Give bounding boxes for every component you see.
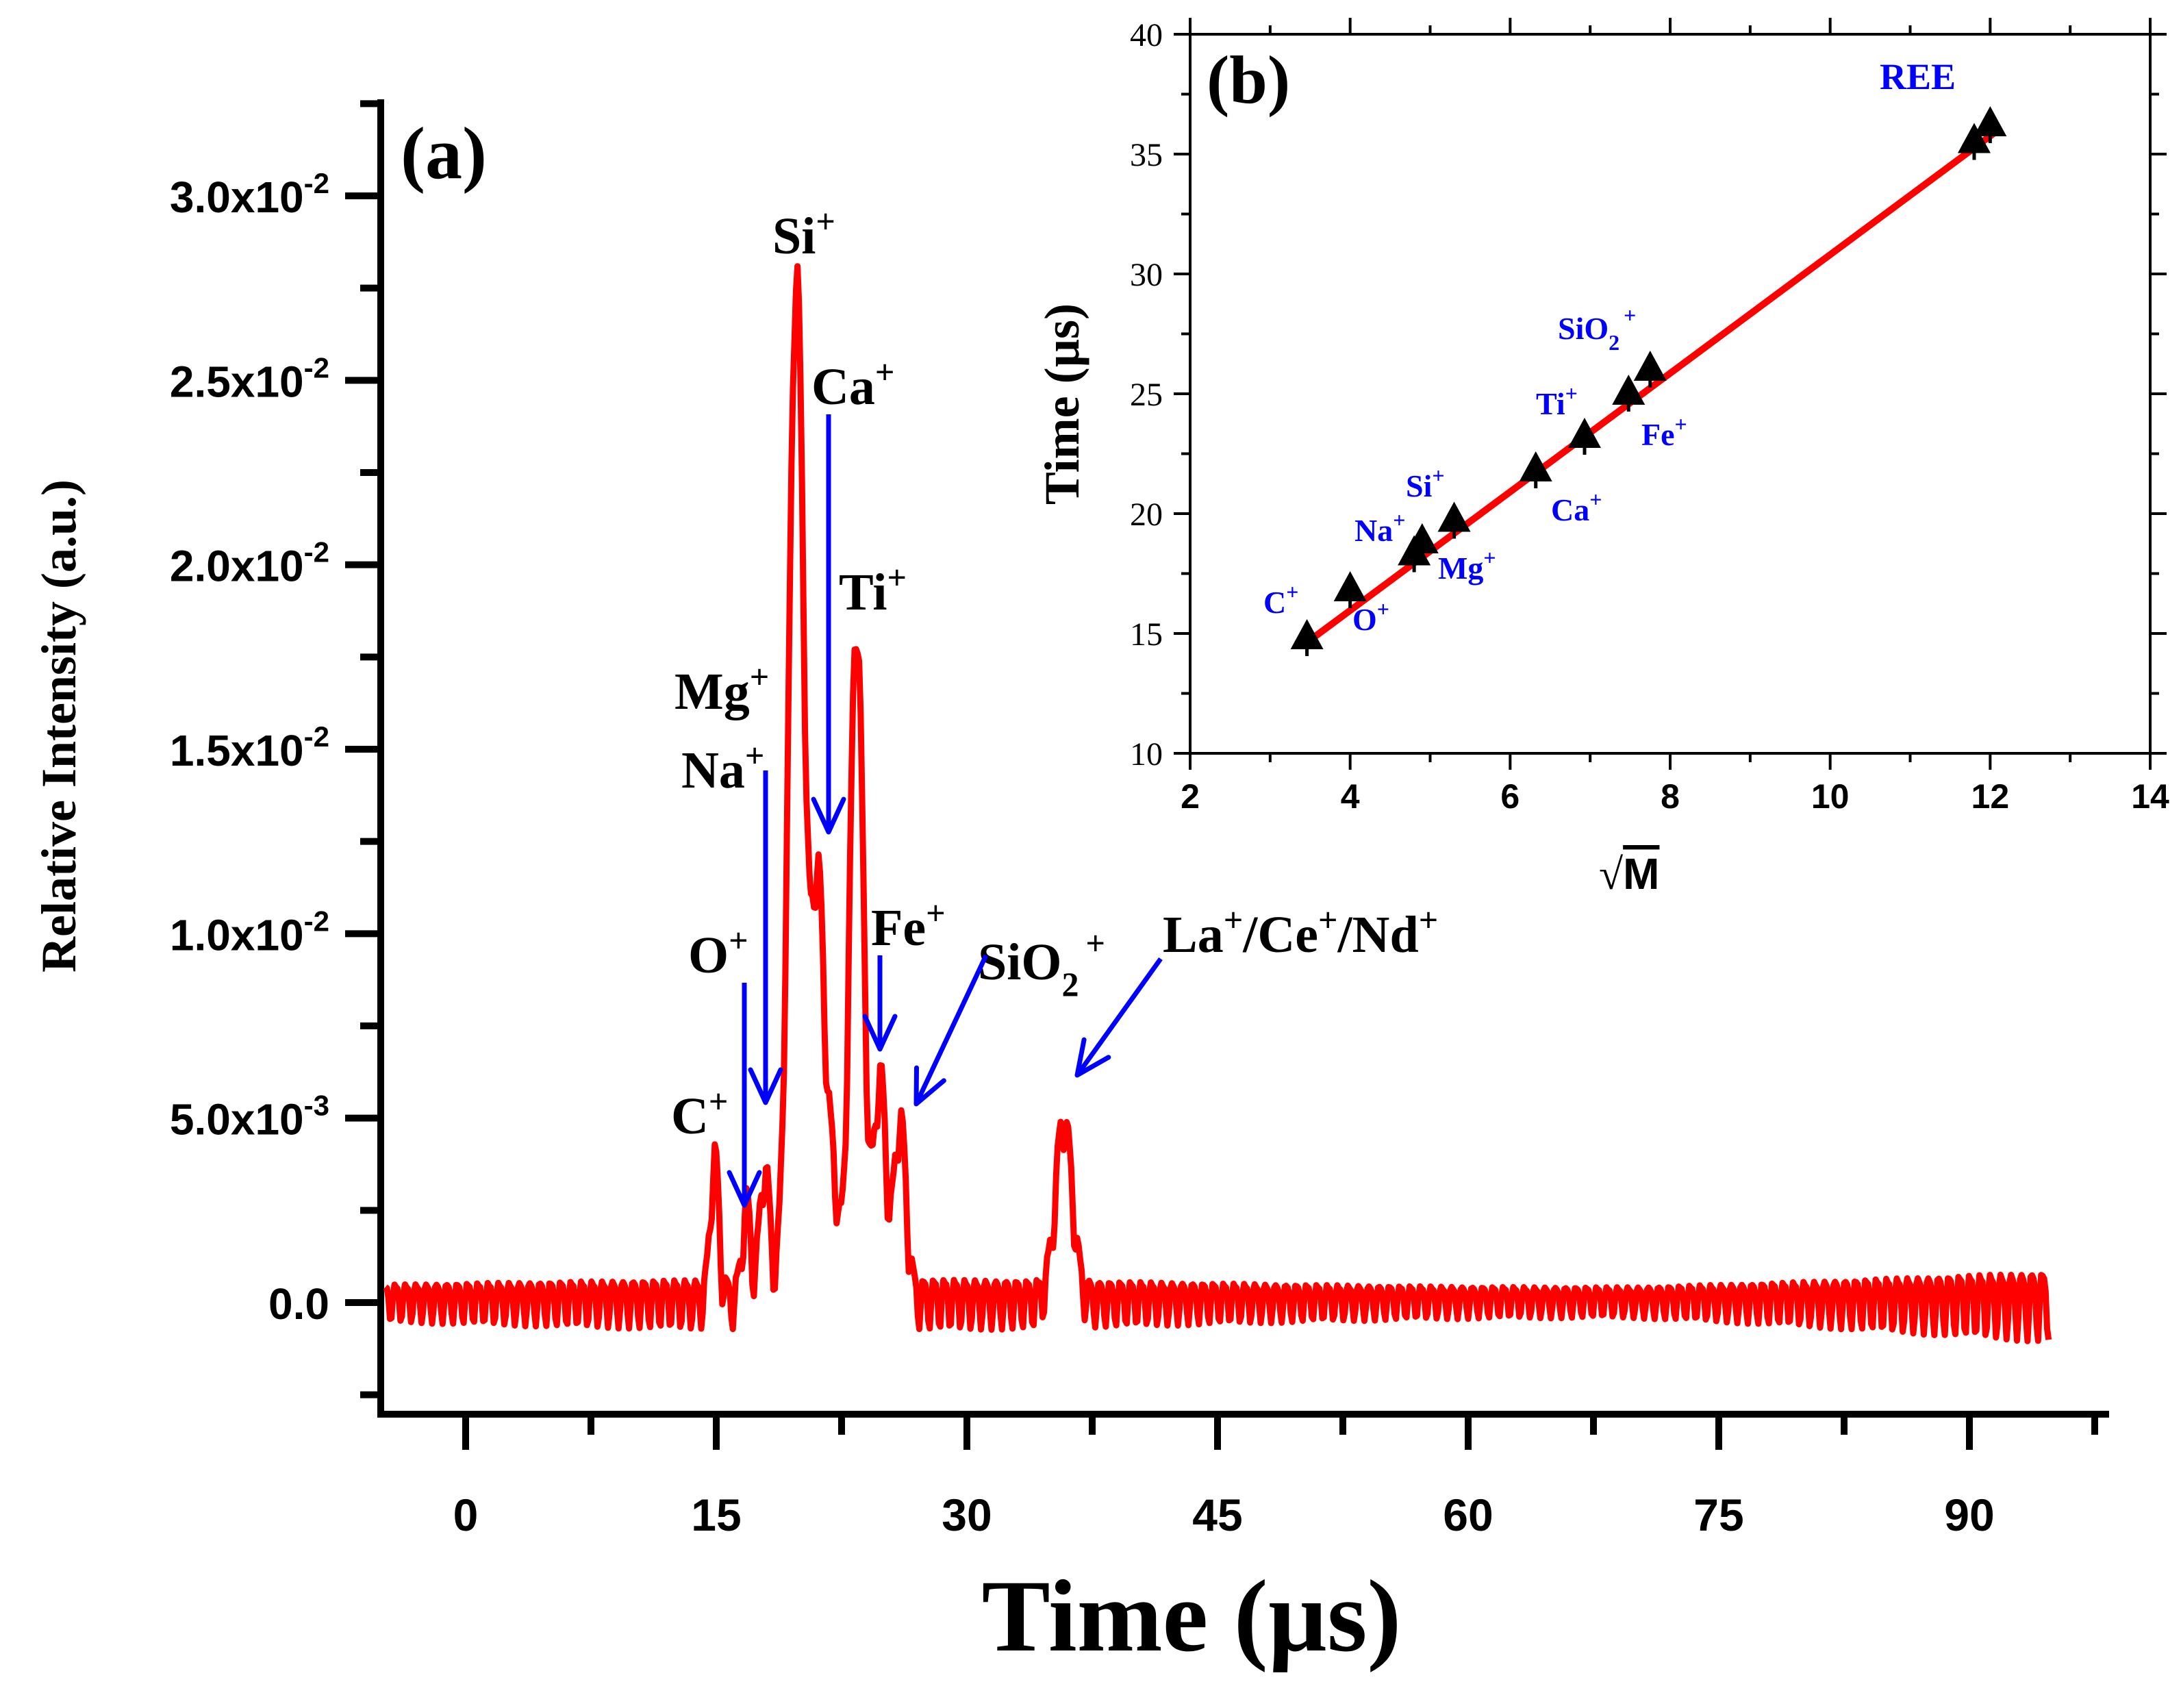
y-tick-label: 5.0x10-3 — [170, 1090, 329, 1144]
inset-y-tick-label: 30 — [1130, 257, 1163, 293]
inset-x-tick-label: 6 — [1500, 777, 1520, 816]
y-axis-ticks: 0.0 5.0x10-3 1.0x10-2 1.5x10-2 2.0x10-2 2.5x1… — [170, 100, 381, 1398]
inset-label-ree: REE — [1880, 56, 1956, 97]
inset-frame — [1189, 33, 2152, 755]
point-triangle — [1974, 106, 2007, 136]
spectrum-line — [383, 263, 2052, 1344]
point-triangle — [1437, 501, 1471, 532]
point-triangle — [1633, 351, 1667, 381]
inset-label-c: C+ — [1263, 579, 1298, 620]
point-triangle — [1519, 451, 1552, 481]
x-tick-label: 0 — [453, 1490, 479, 1540]
inset-y-tick-label: 20 — [1130, 497, 1163, 533]
x-tick-label: 75 — [1693, 1490, 1743, 1540]
inset-y-tick-label: 10 — [1130, 736, 1163, 773]
inset-label-o: O+ — [1352, 596, 1389, 637]
x-axis-ticks: 0 15 30 45 60 75 90 — [453, 1414, 2098, 1540]
inset-label-sio2: SiO2+ — [1558, 303, 1636, 355]
annotation-fe: Fe+ — [871, 894, 946, 957]
inset-label-si: Si+ — [1406, 463, 1445, 503]
inset-point-labels: C+ O+ Na+ Mg+ Si+ Ca+ Ti+ Fe+ SiO2+ REE — [1263, 56, 1956, 637]
annotation-mg: Mg+ — [675, 657, 769, 720]
arrow-head — [1074, 1037, 1111, 1078]
arrow-head — [862, 1014, 898, 1052]
x-axis-label: Time (µs) — [982, 1559, 1402, 1673]
y-axis-label: Relative Intensity (a.u.) — [31, 479, 86, 972]
point-triangle — [1567, 418, 1601, 448]
inset-chart: 2 4 6 8 10 12 14 10 15 20 25 30 35 40 (b) Time (µs) √… — [1035, 17, 2169, 899]
point-triangle — [1405, 523, 1439, 553]
annotation-si: Si+ — [772, 202, 835, 265]
inset-label-ca: Ca+ — [1551, 487, 1602, 527]
annotation-o: O+ — [688, 921, 748, 984]
annotation-na: Na+ — [681, 736, 764, 799]
peak-annotations: Si+ Ca+ Ti+ Mg+ Na+ O+ C+ Fe+ SiO2+ La+/… — [671, 202, 1438, 1145]
inset-y-tick-label: 35 — [1130, 137, 1163, 173]
inset-label-mg: Mg+ — [1438, 545, 1496, 586]
inset-x-tick-label: 4 — [1341, 777, 1360, 816]
point-triangle — [1957, 123, 1991, 153]
arrow-head — [811, 796, 846, 835]
y-tick-label: 2.0x10-2 — [170, 536, 329, 591]
x-tick-label: 60 — [1443, 1490, 1493, 1540]
point-triangle — [1612, 375, 1646, 405]
inset-y-tick-label: 40 — [1130, 17, 1163, 53]
arrow-head — [727, 1170, 762, 1208]
inset-x-axis-label: √M — [1599, 849, 1659, 899]
inset-y-tick-label: 25 — [1130, 377, 1163, 413]
main-chart: 0.0 5.0x10-3 1.0x10-2 1.5x10-2 2.0x10-2 2.5x1… — [31, 99, 2109, 1673]
inset-ticks: 2 4 6 8 10 12 14 10 15 20 25 30 35 40 — [1130, 17, 2169, 816]
y-tick-label: 3.0x10-2 — [170, 167, 329, 222]
inset-x-tick-label: 10 — [1811, 777, 1850, 816]
inset-x-tick-label: 14 — [2131, 777, 2169, 816]
inset-x-tick-label: 8 — [1661, 777, 1680, 816]
arrow-head — [748, 1067, 783, 1105]
inset-y-tick-label: 15 — [1130, 616, 1163, 653]
inset-x-tick-label: 12 — [1971, 777, 2010, 816]
inset-y-axis-label: Time (µs) — [1035, 303, 1089, 505]
annotation-sio2: SiO2+ — [978, 924, 1105, 1003]
y-tick-label: 1.5x10-2 — [170, 720, 329, 775]
panel-label-a: (a) — [401, 113, 487, 194]
annotation-c: C+ — [671, 1082, 728, 1145]
inset-label-na: Na+ — [1354, 507, 1405, 548]
arrow-shaft — [1075, 957, 1163, 1077]
x-tick-label: 45 — [1192, 1490, 1242, 1540]
y-tick-label: 0.0 — [268, 1279, 329, 1329]
point-triangle — [1333, 571, 1367, 601]
annotation-ti: Ti+ — [839, 558, 907, 621]
annotation-arrows — [727, 414, 1163, 1208]
panel-label-b: (b) — [1207, 42, 1290, 118]
y-tick-label: 2.5x10-2 — [170, 351, 329, 406]
inset-label-fe: Fe+ — [1641, 412, 1687, 452]
inset-data-points — [1290, 106, 2007, 656]
arrow-shaft — [913, 954, 989, 1105]
x-tick-label: 30 — [942, 1490, 992, 1540]
point-triangle — [1290, 619, 1324, 649]
annotation-ree: La+/Ce+/Nd+ — [1163, 901, 1438, 964]
inset-x-tick-label: 2 — [1181, 777, 1200, 816]
arrow-head — [913, 1065, 946, 1107]
y-tick-label: 1.0x10-2 — [170, 905, 329, 959]
annotation-ca: Ca+ — [811, 353, 894, 416]
x-tick-label: 90 — [1944, 1490, 1994, 1540]
x-tick-label: 15 — [691, 1490, 741, 1540]
inset-label-ti: Ti+ — [1536, 381, 1578, 421]
